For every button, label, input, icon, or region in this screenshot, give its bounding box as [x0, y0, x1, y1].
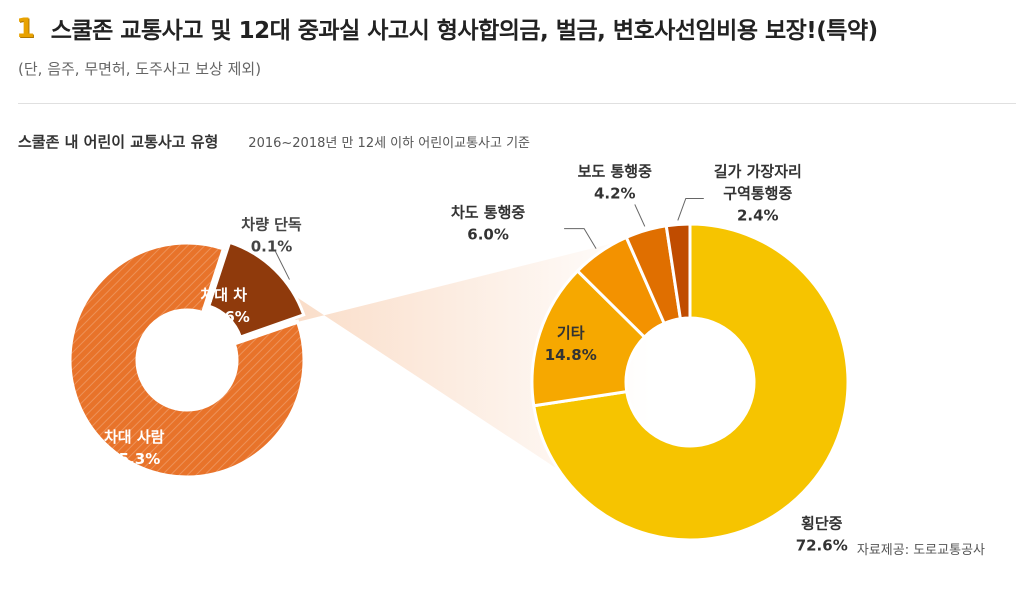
- zoom-band: [223, 234, 651, 530]
- label-roadside-line2: 구역통행중: [723, 184, 792, 202]
- label-car-vs-person: 차대 사람: [104, 428, 165, 446]
- page-subtitle: (단, 음주, 무면허, 도주사고 보상 제외): [18, 60, 262, 78]
- value-crossing: 72.6%: [796, 537, 848, 555]
- chart-title: 스쿨존 내 어린이 교통사고 유형: [18, 133, 219, 151]
- section-number: 1: [16, 12, 35, 44]
- value-roadside: 2.4%: [737, 206, 779, 224]
- label-sidewalk-walking: 보도 통행중: [578, 162, 652, 180]
- chart-note: 2016~2018년 만 12세 이하 어린이교통사고 기준: [248, 136, 531, 151]
- divider: [18, 103, 1016, 104]
- slice-roadside: [664, 222, 692, 321]
- page-header: 1 스쿨존 교통사고 및 12대 중과실 사고시 형사합의금, 벌금, 변호사선…: [16, 10, 878, 46]
- label-other: 기타: [557, 324, 585, 342]
- slice-crossing: [532, 222, 850, 542]
- leader-sidewalk-walking: [634, 204, 646, 227]
- value-car-vs-car: 14.6%: [198, 308, 250, 326]
- label-crossing: 횡단중: [801, 515, 843, 533]
- slice-car-alone: [232, 319, 300, 346]
- value-road-walking: 6.0%: [467, 226, 509, 244]
- data-source: 자료제공: 도로교통공사: [856, 543, 985, 558]
- chart-heading: 스쿨존 내 어린이 교통사고 유형 2016~2018년 만 12세 이하 어린…: [18, 131, 530, 152]
- label-car-vs-car: 차대 차: [200, 286, 247, 304]
- label-car-alone: 차량 단독: [241, 216, 302, 234]
- slice-car-vs-person: [68, 241, 306, 479]
- slice-car-vs-car: [206, 240, 306, 339]
- value-car-alone: 0.1%: [251, 238, 293, 256]
- label-road-walking: 차도 통행중: [451, 204, 525, 222]
- value-car-vs-person: 85.3%: [108, 450, 160, 468]
- page-title: 스쿨존 교통사고 및 12대 중과실 사고시 형사합의금, 벌금, 변호사선임비…: [50, 18, 878, 44]
- leader-roadside: [677, 197, 704, 221]
- leader-car-alone: [275, 251, 290, 280]
- value-sidewalk-walking: 4.2%: [594, 184, 636, 202]
- leader-road-walking: [564, 228, 597, 249]
- value-other: 14.8%: [545, 346, 597, 364]
- label-roadside-line1: 길가 가장자리: [714, 162, 802, 180]
- slice-other: [530, 268, 647, 408]
